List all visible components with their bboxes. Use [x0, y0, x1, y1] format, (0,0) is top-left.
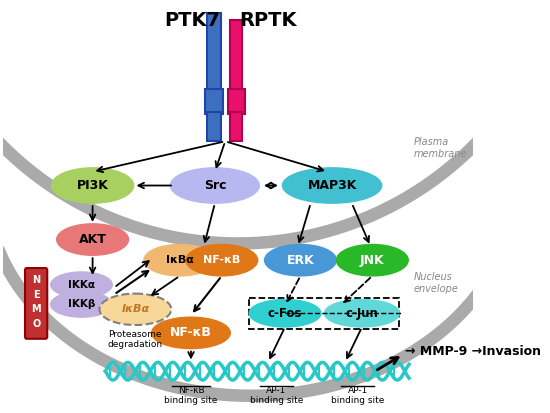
Ellipse shape [324, 299, 400, 327]
Text: Plasma
membrane: Plasma membrane [414, 138, 467, 159]
Text: AP-1
binding site: AP-1 binding site [250, 386, 303, 405]
Text: O: O [32, 319, 40, 329]
Ellipse shape [100, 294, 171, 325]
Text: MAP3K: MAP3K [307, 179, 357, 192]
Text: AKT: AKT [79, 233, 107, 246]
Text: IKKβ: IKKβ [68, 299, 95, 309]
Text: N: N [32, 275, 40, 285]
Bar [228, 89, 245, 114]
Text: NF-κB: NF-κB [170, 326, 212, 339]
Bar [207, 112, 221, 141]
Bar [205, 89, 223, 114]
Text: JNK: JNK [360, 254, 384, 267]
Text: E: E [33, 290, 40, 299]
Text: c-Fos: c-Fos [268, 307, 302, 320]
Ellipse shape [249, 299, 321, 327]
Bar [230, 112, 243, 141]
Ellipse shape [51, 272, 112, 297]
Text: RPTK: RPTK [239, 11, 296, 30]
Text: PTK7: PTK7 [164, 11, 221, 30]
Ellipse shape [51, 292, 112, 317]
Text: PI3K: PI3K [76, 179, 108, 192]
Ellipse shape [337, 244, 408, 276]
Text: IκBα: IκBα [166, 255, 194, 265]
Text: NF-κB: NF-κB [203, 255, 240, 265]
Bar [249, 297, 399, 329]
Ellipse shape [52, 168, 134, 203]
Bar [207, 13, 221, 91]
Text: AP-1
binding site: AP-1 binding site [331, 386, 384, 405]
Text: Nucleus
envelope: Nucleus envelope [414, 272, 458, 294]
Ellipse shape [144, 244, 216, 276]
Bar [230, 21, 243, 91]
Ellipse shape [186, 244, 257, 276]
Text: ERK: ERK [287, 254, 314, 267]
Text: IκBα: IκBα [122, 304, 150, 314]
Ellipse shape [170, 168, 260, 203]
Ellipse shape [265, 244, 337, 276]
Text: c-Jun: c-Jun [345, 307, 378, 320]
Ellipse shape [152, 317, 230, 349]
Text: NF-κB
binding site: NF-κB binding site [164, 386, 218, 405]
Text: M: M [31, 304, 41, 314]
Text: Proteasome
degradation: Proteasome degradation [108, 330, 163, 349]
Text: Src: Src [204, 179, 226, 192]
FancyBboxPatch shape [25, 268, 47, 339]
Ellipse shape [57, 224, 129, 255]
Ellipse shape [283, 168, 382, 203]
Text: → MMP-9 →Invasion: → MMP-9 →Invasion [405, 345, 541, 358]
Text: IKKα: IKKα [68, 280, 95, 290]
